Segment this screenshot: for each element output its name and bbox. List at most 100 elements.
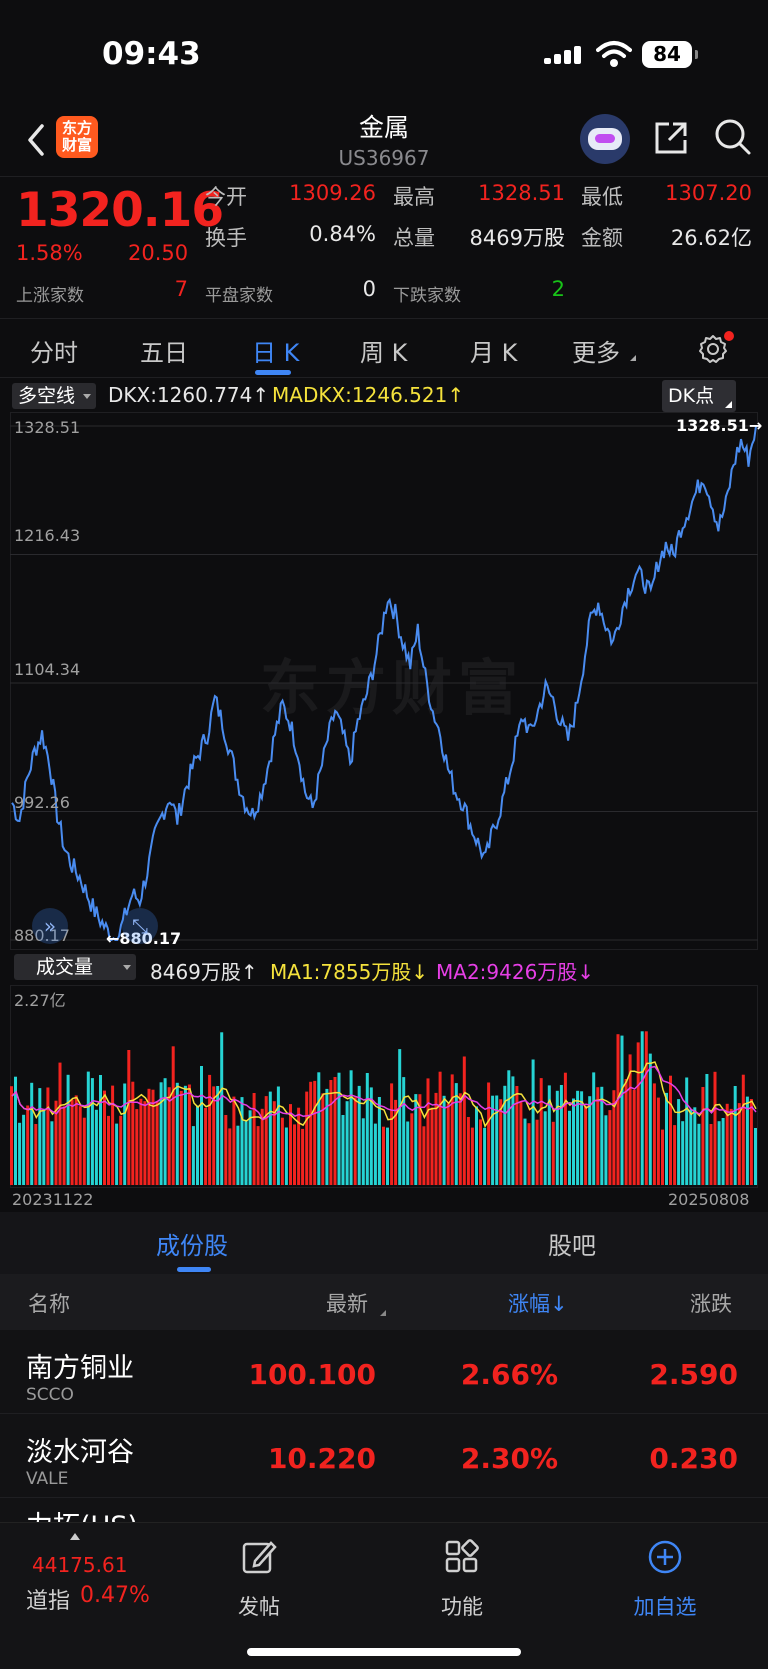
active-tab-indicator [255,370,291,375]
tab-forum[interactable]: 股吧 [548,1232,596,1260]
volume-bar [442,1095,446,1185]
volume-bar [111,1085,115,1185]
price-chart-frame[interactable] [10,412,758,950]
volume-bar [171,1046,175,1185]
volume-dropdown[interactable]: 成交量 [14,954,136,980]
volume-bar [66,1074,70,1185]
volume-bar [175,1082,179,1185]
volume-bar [321,1093,325,1185]
volume-bar [495,1095,499,1185]
price-tick-4: 992.26 [14,793,70,812]
volume-bar [353,1097,357,1185]
down-count-value: 2 [551,277,565,301]
volume-bar [236,1125,240,1185]
volume-bar [123,1083,127,1185]
volume-bar [260,1108,264,1185]
expand-up-icon[interactable] [70,1533,80,1540]
tab-more[interactable]: 更多 [572,339,620,367]
volume-bar [665,1092,668,1185]
volume-ma2: MA2:9426万股↓ [436,960,595,984]
dk-point-button[interactable]: DK点 [662,380,736,412]
volume-bar [402,1077,406,1185]
volume-chart[interactable] [10,985,758,1188]
volume-bar [543,1111,547,1185]
volume-bar [446,1103,450,1185]
price-chart[interactable] [10,412,758,950]
tab-constituents[interactable]: 成份股 [156,1232,228,1260]
post-button[interactable]: 发帖 [199,1539,319,1621]
back-icon[interactable] [22,118,52,162]
table-row[interactable]: 南方铜业 SCCO 100.100 2.66% 2.590 [0,1330,768,1414]
status-time: 09:43 [102,36,201,72]
volume-bar [163,1078,167,1185]
settings-gear-icon[interactable] [697,333,729,365]
indicator-bar: 多空线 DKX:1260.774↑ MADKX:1246.521↑ DK点 [0,380,768,412]
index-value[interactable]: 44175.61 [32,1553,128,1577]
stock-pct: 2.30% [460,1442,558,1475]
volume-bar [729,1108,733,1185]
volume-bar [491,1095,495,1185]
fullscreen-icon[interactable]: ⤡ [122,908,158,944]
functions-button[interactable]: 功能 [402,1539,522,1621]
index-pct[interactable]: 0.47% [80,1583,150,1608]
assistant-robot-icon[interactable] [580,114,630,164]
volume-bar [220,1032,224,1185]
content-tabs: 成份股 股吧 [0,1212,768,1274]
volume-bar [151,1089,155,1185]
post-label: 发帖 [238,1595,280,1619]
price-tick-5: 880.17 [14,926,70,945]
col-chg-header[interactable]: 涨跌 [690,1292,732,1316]
volume-bar [54,1100,58,1185]
indicator-dropdown[interactable]: 多空线 [12,383,96,409]
volume-bar [297,1107,301,1185]
volume-bar [475,1106,478,1185]
volume-bar [406,1121,410,1185]
volume-bar [584,1105,588,1185]
stock-code: SCCO [26,1385,74,1405]
index-label[interactable]: 道指 [26,1589,71,1614]
volume-bar [523,1118,527,1185]
turnover-label: 换手 [205,226,247,250]
volume-bar [737,1103,741,1185]
volume-dropdown-label: 成交量 [36,956,94,978]
volume-bar [394,1099,398,1185]
volume-bar [745,1096,749,1185]
volume-bar [46,1087,50,1185]
volume-bar [373,1123,377,1185]
volume-bar [139,1098,143,1185]
volume-bar [131,1081,135,1185]
volume-ma1: MA1:7855万股↓ [270,960,429,984]
volume-bar [293,1124,296,1185]
volume-bar [365,1073,369,1185]
volume-bar [689,1109,693,1185]
volume-bar [345,1101,349,1185]
home-indicator[interactable] [247,1648,521,1656]
volume-bar [576,1090,580,1185]
search-icon[interactable] [712,116,752,156]
tab-weekly-k[interactable]: 周 K [360,339,408,367]
down-count-label: 下跌家数 [393,286,461,306]
tab-intraday[interactable]: 分时 [30,339,78,367]
volume-value: 8469万股↑ [150,960,258,984]
volume-bar [705,1074,709,1185]
add-watchlist-button[interactable]: 加自选 [605,1539,725,1621]
tab-monthly-k[interactable]: 月 K [470,339,518,367]
volume-bar [644,1031,648,1185]
volume-bar [341,1115,345,1185]
volume-bar [701,1087,705,1185]
volume-bar [568,1110,571,1185]
share-icon[interactable] [651,118,691,158]
volume-bar [600,1086,604,1185]
expand-left-icon[interactable]: » [32,908,68,944]
tab-five-day[interactable]: 五日 [140,339,188,367]
volume-bar [713,1071,717,1185]
tab-daily-k[interactable]: 日 K [252,339,300,367]
volume-bar [507,1070,511,1185]
brand-logo[interactable]: 东方 财富 [56,116,98,158]
volume-bar [438,1071,442,1185]
col-name-header[interactable]: 名称 [28,1292,70,1316]
col-pct-header[interactable]: 涨幅↓ [508,1292,568,1316]
table-row[interactable]: 淡水河谷 VALE 10.220 2.30% 0.230 [0,1414,768,1498]
col-last-header[interactable]: 最新 [326,1292,368,1316]
volume-bar [709,1124,713,1185]
